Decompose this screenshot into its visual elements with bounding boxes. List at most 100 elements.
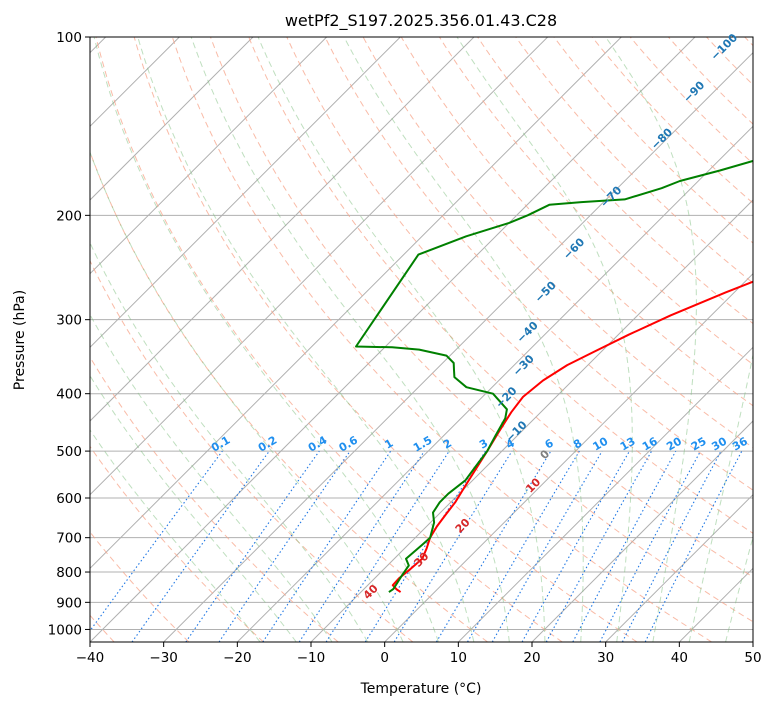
moist-adiabat-line [343,37,584,642]
isotherm-line [384,272,753,642]
y-tick-label: 100 [56,30,82,46]
dry-adiabat-line [324,37,753,491]
moist-adiabat-line [688,352,753,642]
x-tick-label: 20 [523,650,540,666]
dry-adiabat-label: −50 [532,278,559,305]
mixing-ratio-line [185,450,320,642]
isotherm-line [90,37,254,201]
dry-adiabat-line [210,37,753,623]
dry-adiabat-line [591,37,753,204]
dry-adiabat-line [171,37,712,642]
sounding-lines [355,159,753,593]
mixing-ratio-label: 2 [441,437,454,452]
x-tick-label: −10 [297,650,326,666]
y-tick-label: 500 [56,444,82,460]
dewpoint-line [355,159,753,593]
dry-adiabat-label: −80 [649,125,676,152]
moist-adiabat-line [456,37,633,642]
x-tick-label: 30 [597,650,614,666]
isotherm-line [457,346,753,642]
temperature-line [391,280,753,593]
mixing-ratio-line [131,450,270,642]
isotherm-line [90,37,696,642]
dry-adiabat-label: −90 [681,78,708,105]
dry-adiabat-line [362,37,753,449]
moist-adiabat-line [90,150,404,642]
dry-adiabat-line [95,37,563,642]
mixing-ratio-line [218,450,351,642]
dry-adiabat-line [90,531,190,642]
isotherm-line [678,567,753,642]
mixing-ratio-line [435,450,552,642]
dry-adiabat-label: −10 [503,418,530,445]
y-axis-label: Pressure (hPa) [12,290,28,390]
moist-adiabat-line [90,241,369,642]
mixing-ratio-line [545,450,653,642]
x-tick-label: −30 [149,650,178,666]
isotherm-line [163,51,753,642]
mixing-ratio-line [599,450,701,642]
isotherm-line [752,641,753,642]
moist-adiabat-line [725,535,753,642]
moist-adiabat-line [93,37,439,642]
x-axis-label: Temperature (°C) [360,681,482,697]
isotherm-line [531,420,753,642]
dry-adiabat-line [90,445,264,642]
mixing-ratio-line [298,450,425,642]
dry-adiabat-line [400,37,753,407]
y-tick-label: 1000 [48,622,82,638]
mixing-ratio-line [393,450,513,642]
y-tick-label: 200 [56,208,82,224]
mixing-ratio-line [572,450,677,642]
mixing-ratio-line [364,450,486,642]
moist-adiabat-line [90,313,333,642]
dry-adiabat-line [668,37,753,125]
dry-adiabat-line [706,37,753,86]
dry-adiabat-label: −70 [598,183,625,210]
x-tick-label: 10 [450,650,467,666]
isotherm-line [90,37,401,349]
moist-adiabat-line [257,37,546,642]
isotherm-line [236,125,753,642]
dry-adiabat-line [90,259,414,642]
y-tick-label: 300 [56,313,82,329]
x-tick-label: 0 [380,650,389,666]
y-tick-label: 900 [56,595,82,611]
x-tick-label: 40 [671,650,688,666]
dry-adiabat-line [248,37,753,578]
isotherm-line [90,37,475,422]
moist-adiabat-line [90,429,261,642]
chart-title: wetPf2_S197.2025.356.01.43.C28 [285,11,557,31]
mixing-ratio-line [467,450,580,642]
isotherm-line [90,37,549,496]
x-tick-label: −20 [223,650,252,666]
mixing-ratio-line [491,450,603,642]
dry-adiabat-line [90,356,339,642]
dry-adiabat-label: −30 [510,352,537,379]
y-tick-label: 400 [56,387,82,403]
moist-adiabat-line [90,374,297,642]
background-lines [90,37,753,642]
mixing-ratio-line [90,450,223,632]
x-tick-label: −40 [76,650,105,666]
axis-ticks: −40 −30 −20 −10 0 10 20 30 40 5010009008007006005… [48,30,762,666]
y-tick-label: 700 [56,531,82,547]
dry-adiabat-label: −60 [561,235,588,262]
dry-adiabat-line [629,37,753,165]
dry-adiabat-label: 40 [361,582,381,602]
dry-adiabat-line [133,37,638,642]
isotherm-line [310,199,753,642]
dry-adiabat-line [477,37,753,325]
y-tick-label: 600 [56,491,82,507]
y-tick-label: 800 [56,565,82,581]
plot-frame [89,36,754,643]
isotherm-line [90,37,622,570]
mixing-ratio-line [262,450,392,642]
dry-adiabat-label: −40 [514,319,541,346]
mixing-ratio-line [325,450,450,642]
mixing-ratio-line [521,450,630,642]
dry-adiabat-label: −100 [708,31,740,63]
isotherm-line [605,493,753,642]
x-tick-label: 50 [744,650,761,666]
